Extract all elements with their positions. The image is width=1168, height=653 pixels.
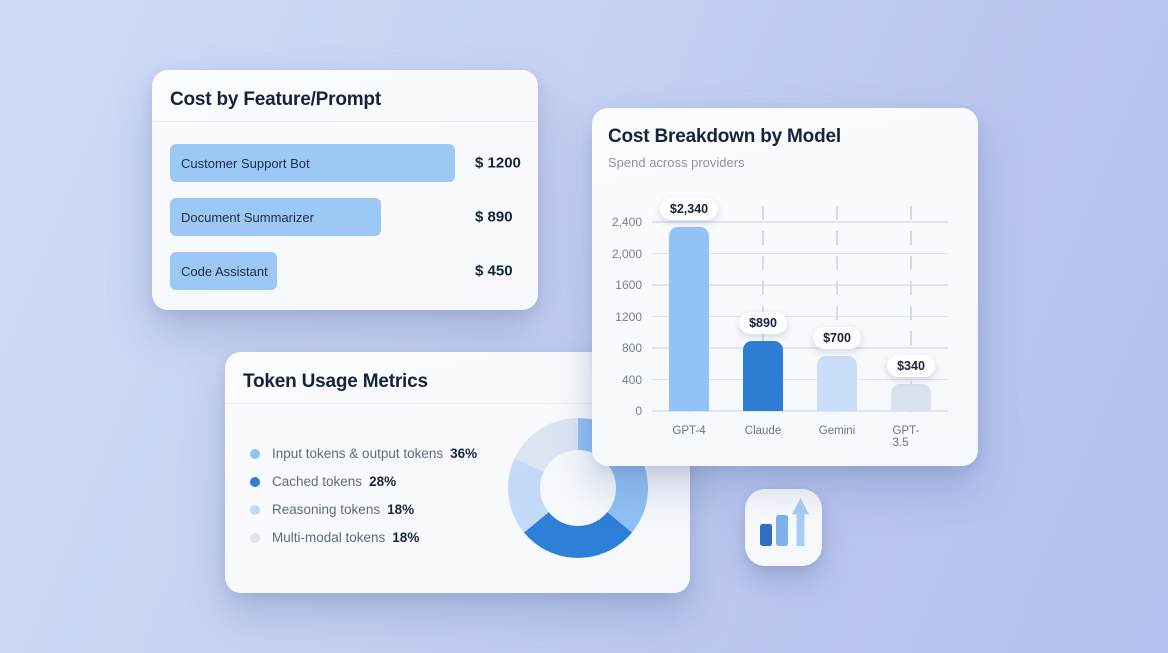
feature-cost-header: Cost by Feature/Prompt (152, 70, 538, 121)
legend-label: Input tokens & output tokens (272, 446, 444, 461)
feature-bar-row: Code Assistant $ 450 (170, 252, 520, 290)
feature-cost-divider (152, 121, 538, 122)
model-cost-subtitle: Spend across providers (608, 155, 745, 170)
feature-bar-row: Customer Support Bot $ 1200 (170, 144, 521, 182)
gridline (652, 410, 948, 412)
y-axis-label: 2,400 (611, 215, 642, 229)
bar-value-pill: $340 (887, 355, 935, 377)
legend-label: Reasoning tokens (272, 502, 381, 517)
legend-dot (250, 532, 260, 543)
token-usage-header: Token Usage Metrics (225, 352, 690, 403)
gridline (652, 378, 948, 381)
legend-item: Multi-modal tokens 18% (250, 528, 477, 547)
y-axis-label: 800 (621, 341, 642, 355)
legend-percent: 18% (387, 502, 415, 517)
feature-bar-row: Document Summarizer $ 890 (170, 198, 520, 236)
model-bar (669, 227, 709, 411)
feature-bar-list: Customer Support Bot $ 1200 Document Summa… (152, 122, 538, 290)
model-bar-plot: $2,340 $890 $700 $340 (652, 198, 948, 412)
x-axis-label: GPT-4 (672, 425, 706, 437)
feature-bar-track: Document Summarizer (170, 198, 467, 236)
legend-dot (250, 476, 260, 487)
bar-value-pill: $700 (813, 327, 861, 349)
feature-bar-track: Customer Support Bot (170, 144, 467, 182)
stats-tile[interactable] (745, 489, 822, 566)
legend-dot (250, 448, 260, 459)
legend-percent: 36% (450, 446, 478, 461)
bar-chart-growth-icon (760, 498, 809, 546)
vertical-gridline (836, 206, 838, 412)
feature-bar-track: Code Assistant (170, 252, 467, 290)
legend-label: Multi-modal tokens (272, 530, 386, 545)
legend-item: Input tokens & output tokens 36% (250, 444, 477, 463)
feature-bar-value: $ 890 (475, 208, 513, 226)
vertical-gridline (762, 206, 764, 412)
y-axis-label: 400 (621, 372, 642, 387)
x-axis-label: GPT-3.5 (892, 425, 920, 449)
model-bar (743, 341, 783, 411)
gridline (652, 252, 948, 255)
token-usage-divider (225, 403, 690, 404)
gridline (652, 221, 948, 223)
legend-percent: 18% (392, 530, 420, 545)
icon-bar-tall (776, 515, 788, 546)
model-bar (817, 356, 857, 411)
feature-bar-value: $ 1200 (475, 154, 521, 172)
gridline (652, 315, 948, 318)
icon-bar-short (760, 524, 772, 546)
model-y-axis: 2,400 2,000 1600 1200 800 400 0 (600, 215, 642, 418)
gridline (652, 347, 948, 349)
legend-dot (250, 504, 260, 515)
legend-label: Cached tokens (272, 474, 363, 489)
token-legend: Input tokens & output tokens 36% Cached to… (250, 444, 477, 547)
legend-item: Cached tokens 28% (250, 472, 477, 491)
y-axis-label: 1200 (615, 309, 642, 324)
legend-percent: 28% (369, 474, 397, 489)
feature-bar: Code Assistant (170, 252, 277, 290)
model-x-axis: GPT-4 Claude Gemini GPT-3.5 (652, 425, 948, 449)
feature-bar: Document Summarizer (170, 198, 382, 236)
y-axis-label: 2,000 (611, 246, 642, 261)
model-bar (891, 384, 931, 411)
model-cost-header: Cost Breakdown by Model Spend across pro… (592, 108, 978, 170)
gridline (652, 284, 948, 286)
feature-cost-card: Cost by Feature/Prompt Customer Support … (152, 70, 538, 310)
model-cost-card: Cost Breakdown by Model Spend across pro… (592, 108, 978, 466)
model-cost-title: Cost Breakdown by Model (608, 126, 841, 147)
y-axis-label: 0 (635, 404, 642, 418)
bar-value-pill: $890 (739, 312, 787, 334)
icon-up-arrow (792, 498, 809, 546)
feature-cost-title: Cost by Feature/Prompt (170, 89, 381, 110)
x-axis-label: Claude (744, 425, 782, 437)
y-axis-label: 1600 (615, 278, 642, 292)
token-usage-title: Token Usage Metrics (243, 371, 428, 392)
legend-item: Reasoning tokens 18% (250, 500, 477, 519)
feature-bar: Customer Support Bot (170, 144, 456, 182)
bar-value-pill: $2,340 (659, 198, 719, 220)
x-axis-label: Gemini (818, 425, 856, 437)
feature-bar-value: $ 450 (475, 262, 513, 280)
token-donut-chart (508, 418, 648, 558)
vertical-gridline (910, 206, 912, 412)
